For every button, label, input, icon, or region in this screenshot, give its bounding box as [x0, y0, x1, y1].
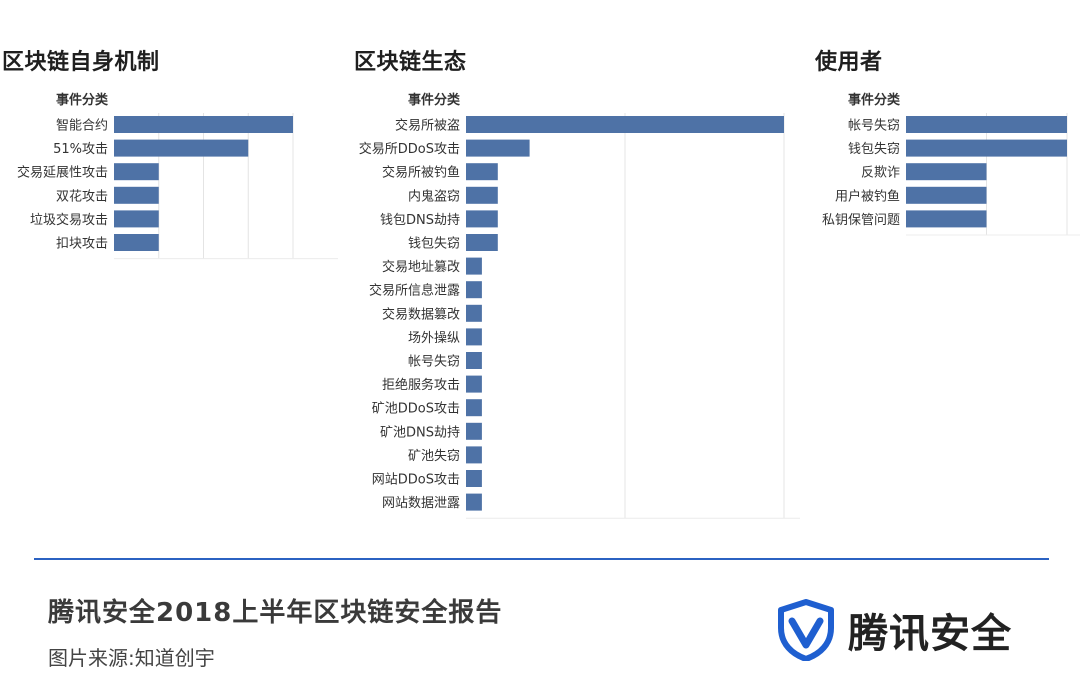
category-header: 事件分类: [56, 92, 109, 108]
bar: [114, 210, 159, 228]
bar: [466, 470, 482, 487]
category-label: 私钥保管问题: [822, 213, 900, 228]
image-source: 图片来源:知道创宇: [48, 646, 215, 670]
bar: [114, 139, 249, 157]
bar: [466, 422, 482, 440]
bar: [466, 210, 498, 228]
bar: [114, 116, 293, 133]
category-label: 内鬼盗窃: [408, 188, 460, 204]
category-label: 交易数据篡改: [382, 306, 460, 322]
category-label: 矿池DNS劫持: [380, 425, 460, 440]
category-label: 双花攻击: [56, 188, 108, 204]
category-label: 垃圾交易攻击: [30, 212, 108, 228]
report-title: 腾讯安全2018上半年区块链安全报告: [48, 598, 503, 628]
chart-title-ecosystem: 区块链生态: [354, 50, 467, 75]
category-label: 钱包失窃: [848, 141, 900, 157]
chart-title-mechanism: 区块链自身机制: [2, 50, 160, 75]
category-label: 交易所信息泄露: [369, 283, 460, 299]
category-label: 交易所DDoS攻击: [359, 141, 460, 157]
bar: [906, 163, 987, 181]
category-label: 场外操纵: [408, 330, 460, 346]
category-label: 交易延展性攻击: [17, 165, 108, 181]
bar: [466, 234, 498, 251]
chart-title-users: 使用者: [815, 50, 883, 75]
bar: [906, 210, 987, 228]
category-label: 交易地址篡改: [382, 259, 460, 275]
bar: [906, 139, 1067, 157]
bar: [466, 493, 482, 511]
category-header: 事件分类: [408, 92, 461, 108]
category-label: 智能合约: [56, 119, 108, 134]
category-label: 拒绝服务攻击: [382, 377, 460, 393]
category-label: 用户被钓鱼: [835, 188, 900, 204]
bar: [466, 163, 498, 181]
bar: [906, 186, 987, 204]
category-label: 钱包失窃: [408, 236, 460, 252]
category-label: 交易所被钓鱼: [382, 165, 460, 181]
brand-name: 腾讯安全: [848, 611, 1012, 657]
category-label: 帐号失窃: [848, 118, 900, 134]
bar: [466, 281, 482, 299]
bar: [114, 163, 159, 181]
category-label: 网站数据泄露: [382, 496, 460, 511]
category-label: 钱包DNS劫持: [380, 213, 460, 228]
category-label: 帐号失窃: [408, 354, 460, 370]
bar: [466, 328, 482, 346]
footer-divider: [34, 558, 1049, 560]
bar: [114, 234, 159, 251]
bar: [906, 116, 1067, 133]
bar: [466, 186, 498, 204]
bar: [466, 399, 482, 417]
brand-logo: 腾讯安全: [778, 598, 1012, 662]
category-label: 反欺诈: [861, 166, 900, 181]
bar: [466, 139, 530, 157]
category-label: 51%攻击: [53, 142, 108, 157]
bar: [466, 446, 482, 464]
bar: [114, 186, 159, 204]
category-header: 事件分类: [848, 92, 901, 108]
bar: [466, 304, 482, 322]
category-label: 网站DDoS攻击: [372, 473, 460, 488]
category-label: 扣块攻击: [56, 237, 108, 252]
category-label: 交易所被盗: [395, 118, 460, 134]
shield-v-icon: [778, 599, 834, 661]
bar: [466, 257, 482, 275]
category-label: 矿池DDoS攻击: [372, 402, 460, 417]
bar: [466, 352, 482, 369]
bar: [466, 116, 784, 133]
category-label: 矿池失窃: [408, 448, 460, 464]
bar: [466, 375, 482, 393]
